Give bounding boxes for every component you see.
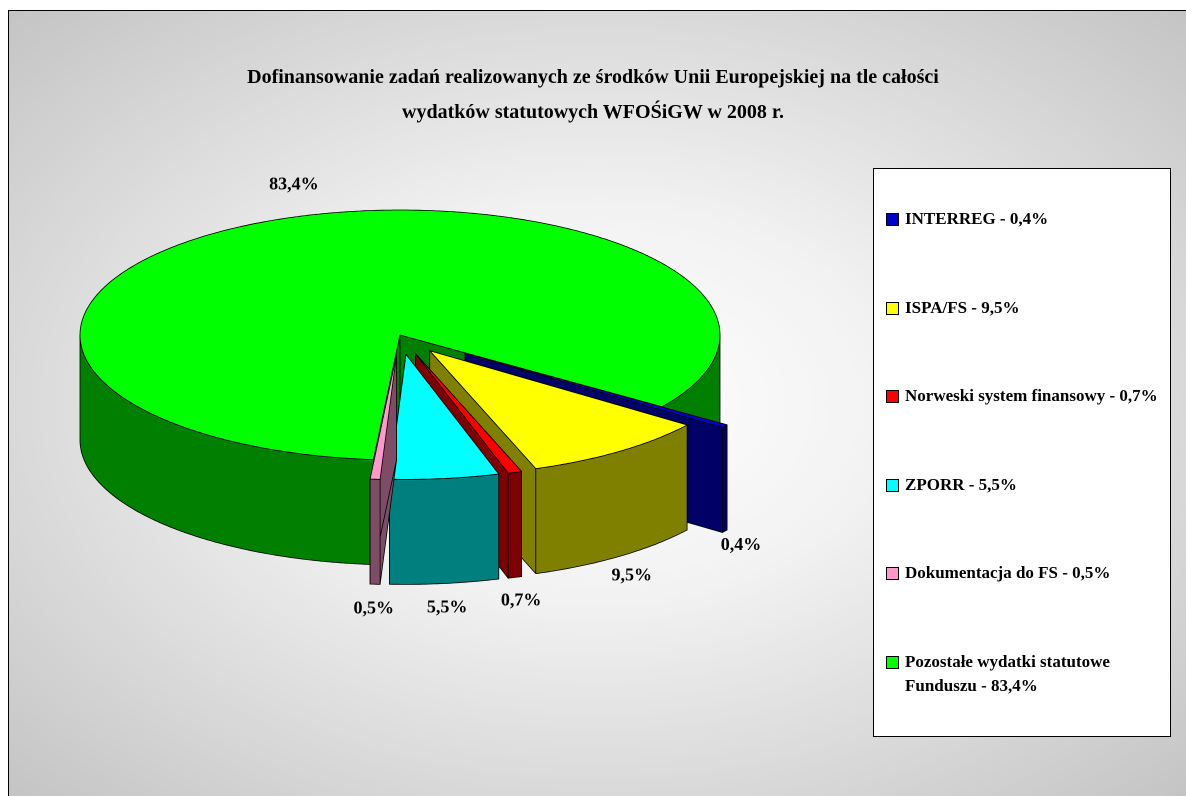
data-label: 9,5% <box>612 564 653 584</box>
legend-entry: Pozostałe wydatki statutowe Funduszu - 8… <box>886 650 1160 698</box>
legend-label: Pozostałe wydatki statutowe Funduszu - 8… <box>905 651 1110 695</box>
data-label: 0,7% <box>501 589 542 609</box>
data-label: 0,4% <box>721 534 762 554</box>
slice-side <box>369 478 381 585</box>
chart-title: Dofinansowanie zadań realizowanych ze śr… <box>0 60 1186 130</box>
pie-chart: 0,4% 9,5% 0,7% 5,5% 0,5% 83,4% <box>79 174 762 617</box>
legend-swatch <box>886 478 899 492</box>
legend-label: ISPA/FS - 9,5% <box>905 297 1020 317</box>
legend-swatch <box>886 390 899 404</box>
slice-side <box>507 471 522 579</box>
legend-entry: Dokumentacja do FS - 0,5% <box>886 561 1160 585</box>
legend-label: Norweski system finansowy - 0,7% <box>905 386 1158 406</box>
data-label: 5,5% <box>427 596 468 616</box>
slice-top <box>79 209 721 461</box>
legend-swatch <box>886 301 899 315</box>
slice-top <box>464 352 728 428</box>
legend-swatch <box>886 655 899 669</box>
slice-top <box>369 354 398 480</box>
legend-entry: Norweski system finansowy - 0,7% <box>886 384 1160 408</box>
legend-entry: INTERREG - 0,4% <box>886 207 1160 231</box>
slice-top <box>415 353 522 474</box>
legend-entry: ZPORR - 5,5% <box>886 473 1160 497</box>
legend-swatch <box>886 213 899 227</box>
data-label: 83,4% <box>269 174 319 194</box>
slice-top <box>389 353 500 480</box>
legend-label: INTERREG - 0,4% <box>905 209 1049 229</box>
data-label: 0,5% <box>353 597 394 617</box>
legend-entry: ISPA/FS - 9,5% <box>886 296 1160 320</box>
legend-label: Dokumentacja do FS - 0,5% <box>905 563 1111 583</box>
title-line: Dofinansowanie zadań realizowanych ze śr… <box>247 66 939 88</box>
legend-label: ZPORR - 5,5% <box>905 474 1017 494</box>
title-line: wydatków statutowych WFOŚiGW w 2008 r. <box>402 101 784 123</box>
slice-top <box>429 350 688 470</box>
legend: INTERREG - 0,4% ISPA/FS - 9,5% Norweski sy… <box>873 168 1171 737</box>
slice-side <box>389 473 500 585</box>
slice-side <box>722 424 728 533</box>
legend-swatch <box>886 567 899 581</box>
